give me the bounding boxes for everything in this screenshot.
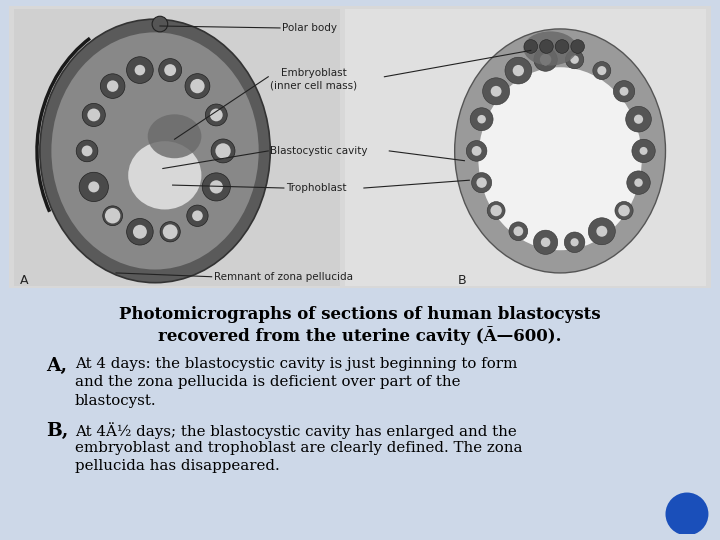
Text: pellucida has disappeared.: pellucida has disappeared.: [75, 459, 280, 473]
Circle shape: [81, 145, 92, 157]
Circle shape: [487, 201, 505, 219]
Circle shape: [588, 218, 616, 245]
Circle shape: [593, 62, 611, 79]
Circle shape: [205, 104, 228, 126]
Circle shape: [632, 139, 655, 163]
Circle shape: [472, 173, 492, 193]
Circle shape: [107, 80, 118, 92]
Circle shape: [186, 205, 208, 226]
Circle shape: [87, 109, 100, 122]
Circle shape: [210, 180, 223, 193]
Circle shape: [133, 225, 147, 239]
Text: Trophoblast: Trophoblast: [286, 183, 346, 193]
Circle shape: [470, 108, 493, 131]
Circle shape: [540, 54, 552, 65]
Circle shape: [82, 103, 105, 126]
Bar: [346, 9, 706, 286]
Circle shape: [555, 39, 569, 53]
Text: A: A: [20, 274, 29, 287]
Text: At 4Ä½ days; the blastocystic cavity has enlarged and the: At 4Ä½ days; the blastocystic cavity has…: [75, 422, 517, 439]
Circle shape: [509, 222, 528, 241]
Circle shape: [477, 115, 486, 124]
Circle shape: [467, 140, 487, 161]
Circle shape: [127, 219, 153, 245]
Circle shape: [127, 57, 153, 83]
Circle shape: [185, 73, 210, 98]
Ellipse shape: [478, 68, 642, 250]
Circle shape: [596, 226, 607, 237]
Circle shape: [472, 146, 482, 156]
Circle shape: [163, 224, 178, 239]
Circle shape: [618, 205, 630, 217]
Circle shape: [524, 39, 538, 53]
Bar: [9, 6, 711, 288]
Bar: [14, 9, 341, 286]
Circle shape: [627, 171, 650, 194]
Circle shape: [570, 55, 579, 64]
Circle shape: [626, 106, 652, 132]
Circle shape: [190, 79, 204, 93]
Circle shape: [634, 114, 643, 124]
Circle shape: [482, 78, 510, 105]
Text: A,: A,: [46, 357, 67, 375]
Circle shape: [89, 181, 99, 192]
Circle shape: [570, 238, 579, 246]
Text: embryoblast and trophoblast are clearly defined. The zona: embryoblast and trophoblast are clearly …: [75, 441, 523, 455]
Circle shape: [541, 238, 550, 247]
Circle shape: [491, 86, 502, 97]
Text: and the zona pellucida is deficient over part of the: and the zona pellucida is deficient over…: [75, 375, 461, 389]
Circle shape: [202, 173, 230, 201]
Circle shape: [534, 230, 558, 254]
Text: B: B: [458, 274, 467, 287]
Text: Photomicrographs of sections of human blastocysts: Photomicrographs of sections of human bl…: [120, 306, 600, 323]
Circle shape: [539, 39, 553, 53]
Text: At 4 days: the blastocystic cavity is just beginning to form: At 4 days: the blastocystic cavity is ju…: [75, 357, 518, 371]
Text: Remnant of zona pellucida: Remnant of zona pellucida: [214, 272, 353, 282]
Text: Blastocystic cavity: Blastocystic cavity: [270, 146, 368, 156]
Circle shape: [565, 50, 584, 69]
Circle shape: [639, 147, 647, 155]
Circle shape: [210, 109, 222, 122]
Circle shape: [615, 201, 633, 220]
Circle shape: [665, 492, 708, 536]
Text: Embryoblast
(inner cell mass): Embryoblast (inner cell mass): [270, 69, 357, 91]
Circle shape: [598, 66, 606, 75]
Circle shape: [571, 39, 585, 53]
Ellipse shape: [40, 19, 270, 282]
Circle shape: [490, 205, 502, 216]
Text: B,: B,: [46, 422, 68, 440]
Circle shape: [477, 178, 487, 188]
Text: Polar body: Polar body: [282, 23, 337, 33]
Circle shape: [135, 65, 145, 76]
Circle shape: [160, 221, 180, 242]
Circle shape: [613, 80, 635, 102]
Ellipse shape: [523, 31, 577, 65]
Circle shape: [158, 59, 181, 82]
Circle shape: [620, 87, 629, 96]
Circle shape: [152, 16, 168, 32]
Circle shape: [513, 226, 523, 236]
Ellipse shape: [454, 29, 665, 273]
Circle shape: [79, 172, 109, 201]
Circle shape: [564, 232, 585, 253]
Circle shape: [192, 211, 203, 221]
Circle shape: [164, 64, 176, 76]
Text: blastocyst.: blastocyst.: [75, 394, 157, 408]
Circle shape: [513, 65, 524, 76]
Ellipse shape: [148, 114, 202, 158]
Ellipse shape: [128, 141, 202, 210]
Ellipse shape: [51, 32, 258, 269]
Circle shape: [100, 74, 125, 98]
Circle shape: [76, 140, 98, 162]
Circle shape: [634, 178, 643, 187]
Circle shape: [105, 208, 120, 224]
Circle shape: [103, 206, 122, 226]
Circle shape: [211, 139, 235, 163]
Circle shape: [534, 48, 557, 71]
Circle shape: [215, 143, 230, 159]
Text: recovered from the uterine cavity (Ã—600).: recovered from the uterine cavity (Ã—600…: [158, 327, 562, 346]
Circle shape: [505, 57, 531, 84]
